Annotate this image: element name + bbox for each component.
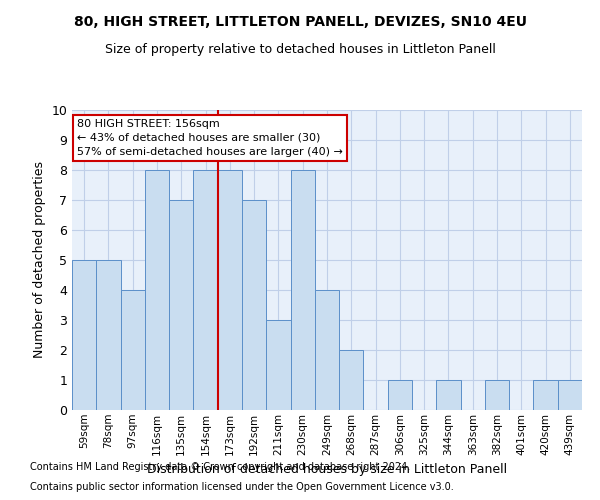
Bar [339,350,364,410]
Bar [485,380,509,410]
Text: Size of property relative to detached houses in Littleton Panell: Size of property relative to detached ho… [104,42,496,56]
Text: Contains public sector information licensed under the Open Government Licence v3: Contains public sector information licen… [30,482,454,492]
Bar [558,380,582,410]
Text: 80, HIGH STREET, LITTLETON PANELL, DEVIZES, SN10 4EU: 80, HIGH STREET, LITTLETON PANELL, DEVIZ… [74,15,527,29]
Bar [533,380,558,410]
Bar [315,290,339,410]
Bar [169,200,193,410]
Bar [193,170,218,410]
Bar [266,320,290,410]
Bar [218,170,242,410]
X-axis label: Distribution of detached houses by size in Littleton Panell: Distribution of detached houses by size … [147,463,507,476]
Bar [145,170,169,410]
Y-axis label: Number of detached properties: Number of detached properties [33,162,46,358]
Bar [96,260,121,410]
Text: Contains HM Land Registry data © Crown copyright and database right 2024.: Contains HM Land Registry data © Crown c… [30,462,410,472]
Bar [436,380,461,410]
Bar [72,260,96,410]
Text: 80 HIGH STREET: 156sqm
← 43% of detached houses are smaller (30)
57% of semi-det: 80 HIGH STREET: 156sqm ← 43% of detached… [77,119,343,157]
Bar [388,380,412,410]
Bar [242,200,266,410]
Bar [290,170,315,410]
Bar [121,290,145,410]
